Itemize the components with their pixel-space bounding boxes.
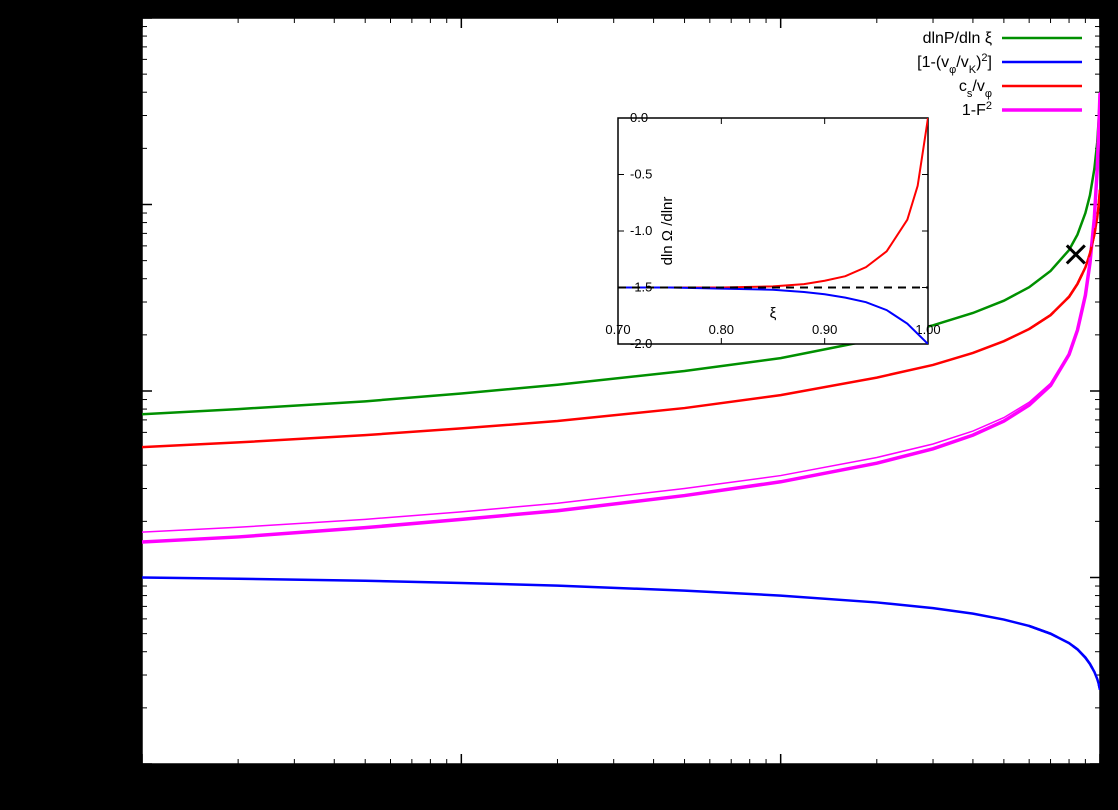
inset-x-tick: 0.70 <box>605 322 630 337</box>
inset-y-tick: -1.0 <box>630 223 652 238</box>
inset-y-label: dln Ω /dlnr <box>659 197 676 266</box>
y-tick-label: 0.001 <box>89 754 134 774</box>
inset-y-tick: 0.0 <box>630 110 648 125</box>
legend-label: dlnP/dln ξ <box>923 30 992 47</box>
inset-y-tick: -2.0 <box>630 336 652 351</box>
x-tick-label: 1.000 <box>1077 770 1118 790</box>
inset-x-tick: 0.80 <box>709 322 734 337</box>
y-tick-label: 0.010 <box>89 568 134 588</box>
x-tick-label: 0.010 <box>439 770 484 790</box>
x-tick-label: 0.100 <box>758 770 803 790</box>
chart-svg: 0.0010.0100.1001.0000.0010.0100.1001.000… <box>0 0 1118 810</box>
inset-y-tick: -0.5 <box>630 167 652 182</box>
y-tick-label: 10.000 <box>79 8 134 28</box>
chart-container: 0.0010.0100.1001.0000.0010.0100.1001.000… <box>0 0 1118 810</box>
inset-x-tick: 0.90 <box>812 322 837 337</box>
y-tick-label: 0.100 <box>89 381 134 401</box>
x-axis-label: ξ = r/rs <box>592 793 650 810</box>
y-tick-label: 1.000 <box>89 195 134 215</box>
inset-x-label: ξ <box>770 305 777 322</box>
